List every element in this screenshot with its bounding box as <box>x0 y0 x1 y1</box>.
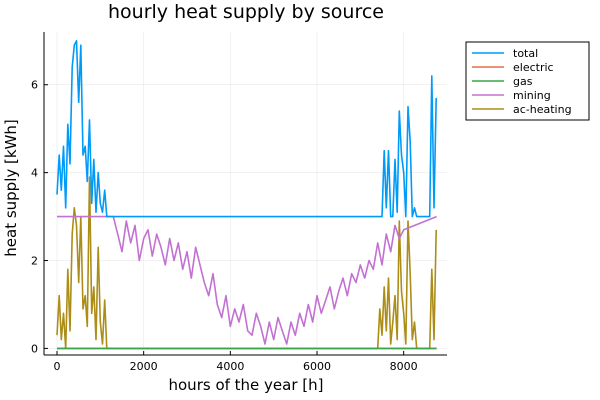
x-axis-title: hours of the year [h] <box>169 376 324 394</box>
y-tick-label: 2 <box>31 255 38 268</box>
y-tick-label: 0 <box>31 342 38 355</box>
y-tick-label: 6 <box>31 79 38 92</box>
chart-title: hourly heat supply by source <box>108 1 384 23</box>
x-tick-label: 4000 <box>216 360 244 373</box>
x-tick-label: 2000 <box>130 360 158 373</box>
series-line-mining <box>57 215 437 345</box>
y-tick-label: 4 <box>31 167 38 180</box>
tick-labels: 0 2000 4000 6000 8000 0 2 4 6 <box>31 79 418 373</box>
legend-label-ac-heating: ac-heating <box>513 103 572 116</box>
series-line-total <box>56 39 437 218</box>
legend-label-mining: mining <box>513 89 551 102</box>
x-tick-label: 0 <box>54 360 61 373</box>
x-tick-label: 8000 <box>390 360 418 373</box>
legend-label-total: total <box>513 47 538 60</box>
plot-area <box>56 39 437 350</box>
axes <box>43 32 447 356</box>
legend-label-electric: electric <box>513 61 554 74</box>
y-axis-title: heat supply [kWh] <box>2 119 20 256</box>
legend-label-gas: gas <box>513 75 533 88</box>
x-tick-label: 6000 <box>303 360 331 373</box>
